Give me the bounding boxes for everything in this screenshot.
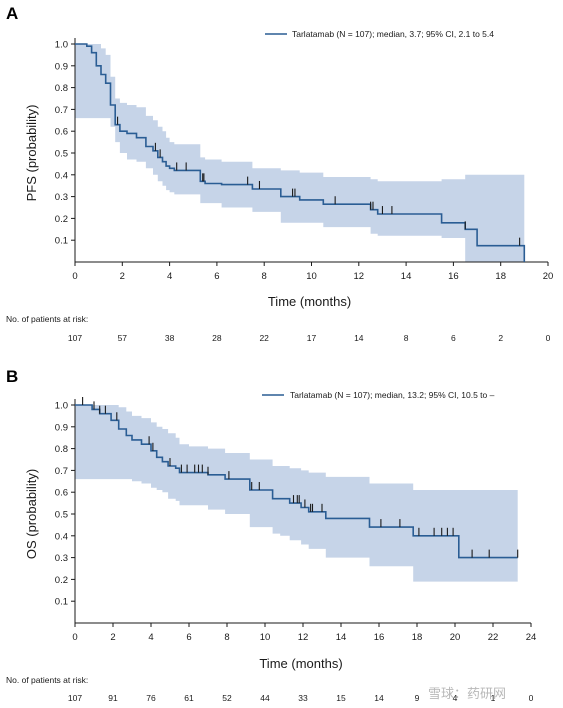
risk-count-b: 52: [222, 693, 232, 703]
panel-letter-b: B: [6, 367, 18, 386]
x-tick-label-a: 4: [167, 271, 172, 282]
risk-count-b: 61: [184, 693, 194, 703]
risk-count-b: 1: [491, 693, 496, 703]
y-tick-label-a: 0.4: [55, 170, 68, 181]
risk-count-b: 9: [415, 693, 420, 703]
x-tick-label-b: 0: [72, 632, 77, 643]
x-tick-label-a: 0: [72, 271, 77, 282]
km-chart-b: 0.10.20.30.40.50.60.70.80.91.00 2 4 6 8 10 12 1…: [6, 390, 536, 703]
legend-label-b: Tarlatamab (N = 107); median, 13.2; 95% …: [290, 390, 495, 400]
risk-count-b: 76: [146, 693, 156, 703]
risk-count-a: 14: [354, 333, 364, 343]
x-tick-label-a: 14: [401, 271, 412, 282]
y-tick-label-b: 0.3: [55, 553, 68, 564]
risk-count-b: 91: [108, 693, 118, 703]
risk-count-b: 0: [529, 693, 534, 703]
risk-table-title-b: No. of patients at risk:: [6, 675, 88, 685]
risk-count-b: 14: [374, 693, 384, 703]
y-tick-label-a: 0.7: [55, 105, 68, 116]
risk-count-a: 17: [307, 333, 317, 343]
x-axis-title-a: Time (months): [268, 294, 351, 309]
x-tick-label-b: 12: [298, 632, 309, 643]
y-tick-label-b: 0.6: [55, 488, 68, 499]
x-tick-label-b: 6: [186, 632, 191, 643]
y-tick-label-b: 0.8: [55, 444, 68, 455]
risk-count-a: 57: [118, 333, 128, 343]
y-tick-label-a: 0.8: [55, 83, 68, 94]
y-tick-label-a: 0.5: [55, 149, 68, 160]
y-axis-title-b: OS (probability): [24, 469, 39, 559]
km-line-b: [75, 404, 518, 559]
risk-count-b: 15: [336, 693, 346, 703]
risk-count-a: 8: [404, 333, 409, 343]
y-tick-label-a: 0.9: [55, 61, 68, 72]
x-tick-label-b: 8: [224, 632, 229, 643]
x-tick-label-a: 18: [495, 271, 506, 282]
risk-count-b: 33: [298, 693, 308, 703]
risk-count-a: 22: [259, 333, 269, 343]
y-tick-label-a: 0.1: [55, 236, 68, 247]
x-tick-label-a: 8: [262, 271, 267, 282]
y-tick-label-b: 1.0: [55, 401, 68, 412]
panel-letter-a: A: [6, 4, 18, 23]
risk-count-a: 107: [68, 333, 82, 343]
y-tick-label-b: 0.4: [55, 531, 68, 542]
ci-band-a: [75, 44, 525, 262]
y-tick-label-a: 0.6: [55, 127, 68, 138]
risk-count-a: 2: [498, 333, 503, 343]
y-tick-label-a: 0.3: [55, 192, 68, 203]
x-tick-label-a: 10: [306, 271, 317, 282]
risk-count-a: 38: [165, 333, 175, 343]
y-tick-label-b: 0.1: [55, 597, 68, 608]
risk-count-a: 28: [212, 333, 222, 343]
km-chart-a: 0.1 0.2 0.3 0.4 0.5 0.6 0.7 0.8 0.9 1.0 0 2 4 6 8 10 12 1…: [6, 29, 553, 343]
x-tick-label-b: 2: [110, 632, 115, 643]
x-tick-label-a: 16: [448, 271, 459, 282]
x-tick-label-b: 24: [526, 632, 537, 643]
x-tick-label-b: 14: [336, 632, 347, 643]
x-axis-title-b: Time (months): [259, 656, 342, 671]
risk-count-a: 0: [546, 333, 551, 343]
y-tick-label-b: 0.7: [55, 466, 68, 477]
x-tick-label-b: 18: [412, 632, 423, 643]
x-tick-label-b: 10: [260, 632, 271, 643]
x-tick-label-a: 20: [543, 271, 554, 282]
y-tick-label-b: 0.2: [55, 575, 68, 586]
x-tick-label-a: 12: [354, 271, 365, 282]
y-tick-label-a: 1.0: [55, 40, 68, 51]
risk-table-title-a: No. of patients at risk:: [6, 314, 88, 324]
x-tick-label-b: 4: [148, 632, 153, 643]
risk-count-b: 107: [68, 693, 82, 703]
y-tick-label-b: 0.5: [55, 510, 68, 521]
x-tick-label-a: 6: [214, 271, 219, 282]
x-tick-label-b: 22: [488, 632, 499, 643]
risk-count-a: 6: [451, 333, 456, 343]
x-tick-label-b: 20: [450, 632, 461, 643]
ci-band-b: [75, 405, 518, 582]
y-tick-label-a: 0.2: [55, 214, 68, 225]
km-line-a: [75, 43, 526, 262]
legend-label-a: Tarlatamab (N = 107); median, 3.7; 95% C…: [292, 29, 494, 39]
watermark-text: 雪球：药研网: [428, 687, 506, 702]
risk-count-b: 44: [260, 693, 270, 703]
x-tick-label-b: 16: [374, 632, 385, 643]
y-tick-label-b: 0.9: [55, 422, 68, 433]
y-axis-title-a: PFS (probability): [24, 105, 39, 202]
x-tick-label-a: 2: [120, 271, 125, 282]
risk-count-b: 4: [453, 693, 458, 703]
